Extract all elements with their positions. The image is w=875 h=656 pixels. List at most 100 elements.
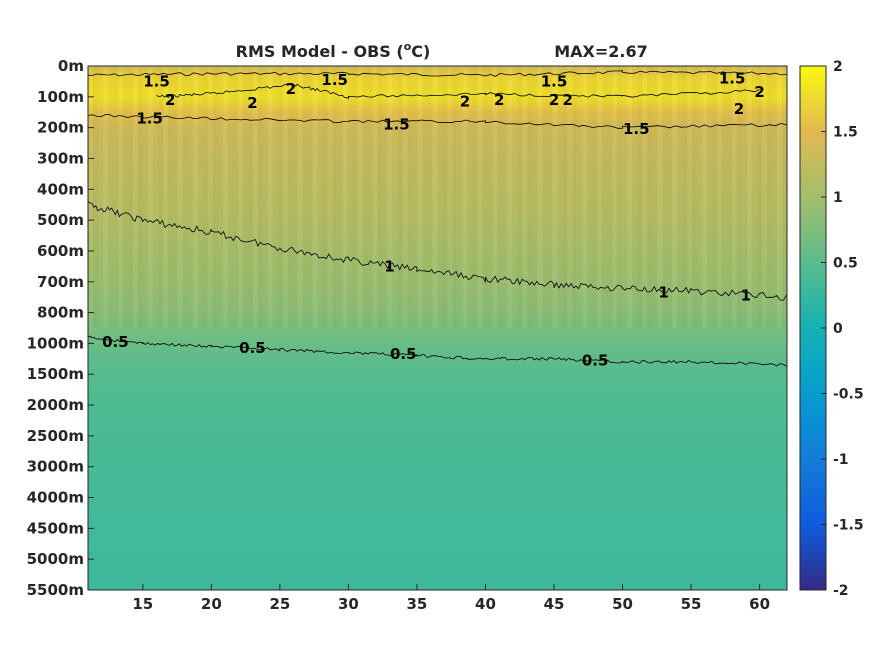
texture-streak xyxy=(752,66,757,328)
texture-streak xyxy=(397,66,403,328)
texture-streak xyxy=(442,66,448,328)
y-tick-label: 0m xyxy=(58,57,84,75)
texture-streak xyxy=(422,66,428,328)
texture-streak xyxy=(263,66,268,328)
texture-streak xyxy=(387,66,393,328)
texture-streak xyxy=(198,66,203,328)
heatmap-texture xyxy=(88,66,787,328)
texture-streak xyxy=(133,66,138,328)
texture-streak xyxy=(552,66,558,328)
texture-streak xyxy=(153,66,158,328)
contour-label: 1.5 xyxy=(623,120,650,138)
texture-streak xyxy=(122,66,128,328)
texture-streak xyxy=(102,66,108,328)
contour-label: 1.5 xyxy=(383,116,410,134)
texture-streak xyxy=(302,66,308,328)
texture-streak xyxy=(717,66,723,328)
title-text: RMS Model - OBS ( xyxy=(236,42,404,61)
texture-streak xyxy=(312,66,318,328)
texture-streak xyxy=(507,66,513,328)
texture-streak xyxy=(517,66,523,328)
texture-streak xyxy=(307,66,313,328)
contour-label: 1 xyxy=(384,257,394,275)
texture-streak xyxy=(582,66,588,328)
texture-streak xyxy=(322,66,328,328)
contour-label: 2 xyxy=(549,91,559,109)
texture-streak xyxy=(537,66,543,328)
texture-streak xyxy=(117,66,123,328)
texture-streak xyxy=(137,66,143,328)
title-unit: o xyxy=(404,40,412,53)
x-axis: 15 20 25 30 35 40 45 50 55 60 xyxy=(132,584,770,613)
x-tick-label: 40 xyxy=(475,595,496,613)
texture-streak xyxy=(92,66,98,328)
texture-streak xyxy=(342,66,348,328)
texture-streak xyxy=(172,66,178,328)
texture-streak xyxy=(362,66,368,328)
texture-streak xyxy=(562,66,568,328)
texture-streak xyxy=(273,66,278,328)
texture-streak xyxy=(318,66,323,328)
texture-streak xyxy=(257,66,263,328)
contour-line-0-5 xyxy=(87,335,788,367)
texture-streak xyxy=(462,66,468,328)
texture-streak xyxy=(212,66,218,328)
contour-label: 0.5 xyxy=(582,351,609,369)
y-tick-label: 200m xyxy=(37,119,84,137)
contour-label: 2 xyxy=(562,91,572,109)
texture-streak xyxy=(143,66,148,328)
texture-streak xyxy=(667,66,673,328)
texture-streak xyxy=(612,66,618,328)
texture-streak xyxy=(417,66,423,328)
contour-line-1 xyxy=(87,201,788,301)
contour-label: 0.5 xyxy=(239,339,266,357)
texture-streak xyxy=(527,66,533,328)
texture-streak xyxy=(677,66,682,328)
texture-streak xyxy=(587,66,592,328)
x-tick-label: 30 xyxy=(338,595,359,613)
contour-label: 2 xyxy=(286,80,296,98)
texture-streak xyxy=(452,66,458,328)
texture-streak xyxy=(522,66,527,328)
texture-streak xyxy=(373,66,378,328)
texture-streak xyxy=(472,66,478,328)
y-tick-label: 500m xyxy=(37,211,84,229)
texture-streak xyxy=(627,66,633,328)
texture-streak xyxy=(287,66,293,328)
max-label: MAX=2.67 xyxy=(554,42,648,61)
texture-streak xyxy=(127,66,133,328)
contour-label: 2 xyxy=(165,91,175,109)
colorbar-tick-label: 1.5 xyxy=(833,125,858,141)
texture-streak xyxy=(277,66,283,328)
plot-frame xyxy=(87,65,788,591)
texture-streak xyxy=(202,66,208,328)
texture-streak xyxy=(772,66,777,328)
contour-label: 2 xyxy=(247,94,257,112)
texture-streak xyxy=(497,66,503,328)
texture-streak xyxy=(672,66,678,328)
y-tick-label: 100m xyxy=(37,88,84,106)
texture-streak xyxy=(88,66,93,328)
texture-streak xyxy=(237,66,243,328)
texture-streak xyxy=(432,66,438,328)
contour-line-1-5 xyxy=(87,113,788,129)
texture-streak xyxy=(108,66,113,328)
texture-streak xyxy=(157,66,163,328)
texture-streak xyxy=(767,66,773,328)
colorbar-ticks: 2 1.5 1 0.5 0 -0.5 -1 -1.5 -2 xyxy=(821,59,864,599)
x-tick-label: 55 xyxy=(681,595,702,613)
texture-streak xyxy=(348,66,353,328)
texture-streak xyxy=(232,66,238,328)
colorbar-tick-label: -1.5 xyxy=(833,518,864,534)
texture-streak xyxy=(438,66,443,328)
texture-streak xyxy=(547,66,553,328)
texture-streak xyxy=(762,66,767,328)
y-tick-label: 5000m xyxy=(27,550,84,568)
texture-streak xyxy=(403,66,408,328)
contour-label: 1.5 xyxy=(143,72,170,90)
colorbar-tick-label: 0 xyxy=(833,321,843,337)
texture-streak xyxy=(492,66,498,328)
texture-streak xyxy=(177,66,183,328)
texture-streak xyxy=(297,66,303,328)
